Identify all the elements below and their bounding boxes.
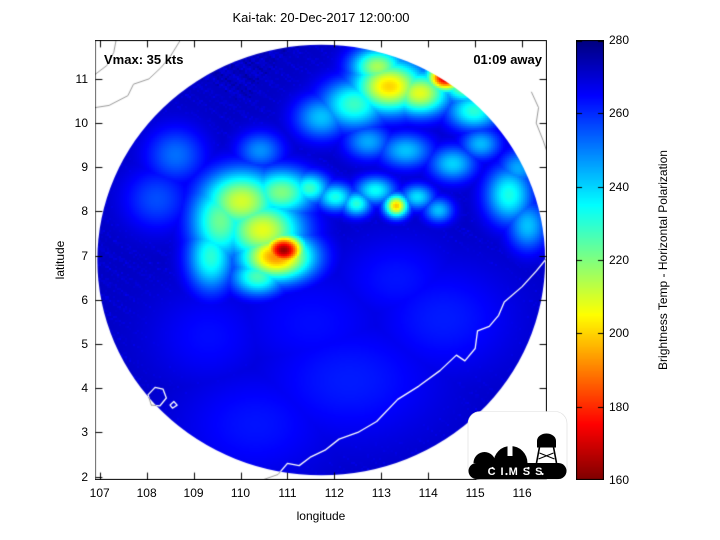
x-tick-label: 108 [136,486,157,500]
colorbar-tick-label: 160 [609,473,630,487]
y-tick-label: 10 [74,116,88,131]
logo-star-decorations [491,466,544,476]
x-tick-label: 113 [371,486,391,500]
x-tick-label: 109 [183,486,204,500]
colorbar-tick-label: 260 [609,106,630,121]
y-tick-label: 11 [75,71,88,86]
vmax-annotation: Vmax: 35 kts [104,52,184,67]
x-tick-label: 110 [230,486,251,500]
y-tick-label: 7 [81,248,88,263]
x-tick-label: 115 [465,486,485,500]
dome-slit [507,444,513,456]
colorbar-tick-label: 180 [609,399,630,414]
satellite-brightness-temp-map [95,40,547,480]
colorbar-tick-label: 200 [609,326,630,341]
figure-title: Kai-tak: 20-Dec-2017 12:00:00 [232,10,410,25]
colorbar-label: Brightness Temp - Horizontal Polarizatio… [656,150,670,370]
small-observatory-dome-icon [473,452,496,463]
colorbar-tick-label: 240 [609,179,630,194]
x-tick-label: 114 [418,486,438,500]
y-tick-label: 5 [81,337,88,352]
cimss-logo: CIMSS [467,411,568,480]
y-axis-label: latitude [53,240,67,280]
x-tick-label: 111 [278,486,297,500]
colorbar-tick-label: 220 [609,253,630,267]
x-tick-label: 112 [324,486,344,500]
y-tick-label: 8 [81,204,88,219]
colorbar-tick-label: 280 [609,33,630,47]
x-axis-label: longitude [296,509,346,523]
logo-text: CIMSS [488,466,548,478]
y-tick-label: 6 [81,292,88,307]
water-tower-icon [535,433,558,464]
x-tick-label: 107 [89,486,110,500]
y-tick-label: 9 [81,160,88,175]
time-away-annotation: 01:09 away [473,52,542,67]
y-tick-label: 2 [81,469,88,484]
colorbar [576,40,604,480]
logo-banner [468,463,567,479]
x-tick-label: 116 [512,486,532,500]
y-tick-label: 3 [81,425,88,440]
y-tick-label: 4 [81,381,88,396]
